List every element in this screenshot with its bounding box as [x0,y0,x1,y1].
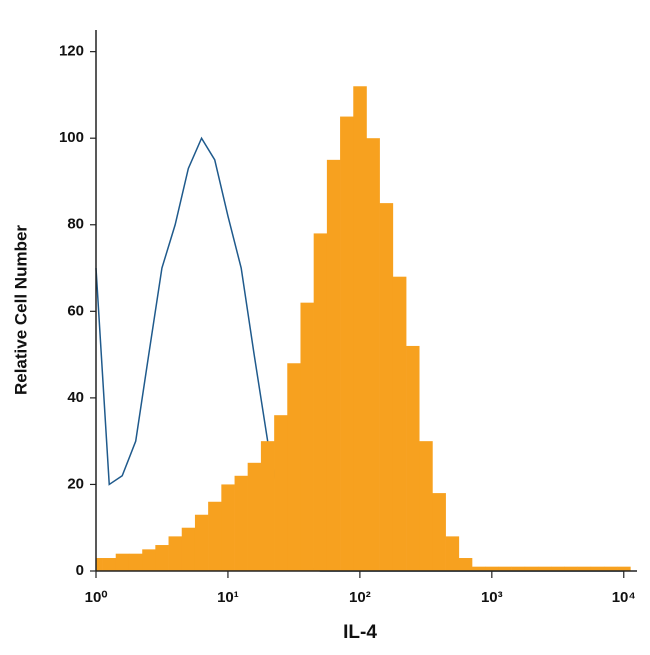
y-tick-label: 40 [67,389,84,406]
histogram-bar [234,475,248,571]
histogram-bar [458,558,473,571]
histogram-bar [472,566,486,571]
y-axis-label: Relative Cell Number [11,225,30,395]
x-tick-label: 10⁰ [85,589,108,606]
histogram-bar [260,441,275,571]
y-tick-label: 80 [67,216,84,233]
histogram-bar [300,302,314,571]
histogram-bar [511,566,526,571]
histogram-bar [208,501,222,571]
histogram-bar [287,363,301,571]
histogram-bar [247,462,262,571]
histogram-bar [115,553,130,571]
y-tick-label: 60 [67,302,84,319]
histogram-bar [194,514,209,571]
histogram-bar [392,276,407,571]
histogram-bar [96,558,103,571]
histogram-bar [168,536,183,571]
y-tick-label: 100 [59,129,84,146]
histogram-bar [577,566,592,571]
y-tick-label: 120 [59,43,84,60]
histogram-bar [366,138,380,571]
histogram-bar [181,527,196,571]
histogram-bar [617,566,631,571]
histogram-bar [313,233,328,571]
x-tick-label: 10⁴ [612,589,636,606]
histogram-bar [603,566,618,571]
x-axis-label: IL-4 [343,622,377,643]
histogram-bar [340,116,354,571]
histogram-bar [564,566,578,571]
histogram-bar [353,86,367,571]
histogram-bar [445,536,460,571]
y-tick-label: 0 [76,562,84,579]
histogram-bar [326,159,341,571]
histogram-bar [379,203,394,571]
histogram-bar [142,549,156,571]
histogram-bar [102,558,117,571]
histogram-bar [221,484,235,571]
histogram-bar [128,553,143,571]
x-tick-label: 10¹ [217,589,239,606]
histogram-bar [432,493,446,571]
histogram-bar [551,566,565,571]
histogram-bar [537,566,552,571]
histogram-bar [419,441,433,571]
histogram-bar [590,566,605,571]
histogram-bar [406,345,420,571]
y-tick-label: 20 [67,475,84,492]
histogram-bar [274,415,288,571]
x-tick-label: 10³ [481,589,503,606]
histogram-bar [485,566,499,571]
histogram-bar [155,545,169,571]
x-tick-label: 10² [349,589,371,606]
histogram-bar [498,566,512,571]
histogram-bar [524,566,539,571]
